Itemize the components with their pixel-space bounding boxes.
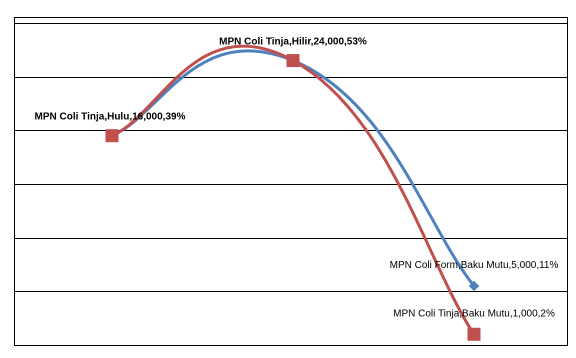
chart-border (14, 17, 568, 346)
data-label: MPN Coli Tinja,Baku Mutu,1,000,2% (393, 308, 555, 319)
marker-mpn-coli-form-2 (468, 280, 480, 292)
gridlines (15, 23, 567, 292)
data-label: MPN Coli Tinja,Hulu,16,000,39% (35, 112, 186, 123)
data-label: MPN Coli Tinja,Hilir,24,000,53% (219, 37, 367, 48)
series-markers (105, 54, 481, 341)
marker-mpn-coli-tinja-1 (286, 54, 300, 68)
data-labels: MPN Coli Tinja,Hulu,16,000,39% MPN Coli T… (35, 37, 559, 320)
marker-mpn-coli-tinja-2 (467, 327, 481, 341)
marker-mpn-coli-tinja-0 (105, 129, 119, 143)
data-label: MPN Coli Form,Baku Mutu,5,000,11% (390, 260, 559, 271)
